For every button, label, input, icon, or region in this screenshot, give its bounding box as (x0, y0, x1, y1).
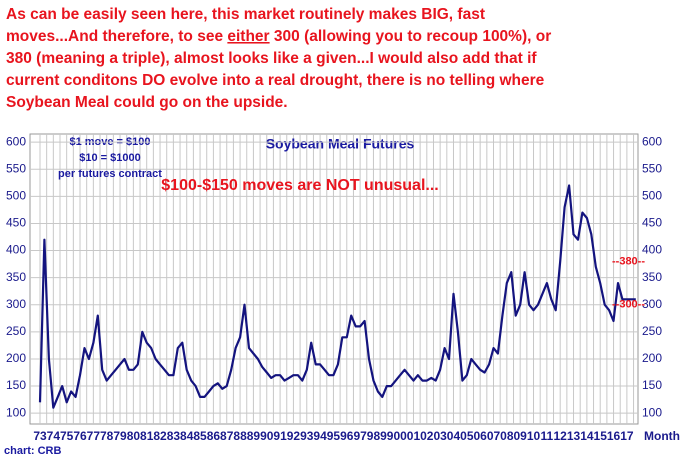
note-segment: moves...And therefore, to see (6, 28, 227, 45)
x-tick-label: 13 (567, 429, 581, 443)
note-segment: Soybean Meal could go on the upside. (6, 94, 288, 111)
x-tick-label: 74 (47, 429, 61, 443)
x-tick-label: 85 (193, 429, 207, 443)
y2-tick-label: 500 (642, 189, 662, 203)
x-tick-label: 07 (487, 429, 501, 443)
note-segment: 380 (meaning a triple), almost looks lik… (6, 50, 537, 67)
x-tick-label: 17 (620, 429, 634, 443)
x-tick-label: 86 (207, 429, 221, 443)
note-line: 380 (meaning a triple), almost looks lik… (6, 50, 537, 67)
x-tick-label: 77 (87, 429, 101, 443)
y2-tick-label: 300 (642, 297, 662, 311)
x-tick-label: 96 (340, 429, 354, 443)
info-line: $10 = $1000 (79, 152, 140, 164)
note-segment: current conditons DO evolve into a real … (6, 72, 545, 89)
y-tick-label: 500 (6, 189, 26, 203)
y2-tick-label: 200 (642, 351, 662, 365)
y-tick-label: 550 (6, 161, 26, 175)
x-tick-label: 94 (313, 429, 327, 443)
x-tick-label: 12 (554, 429, 568, 443)
x-tick-label: 02 (420, 429, 434, 443)
note-line: moves...And therefore, to see either 300… (6, 28, 551, 45)
x-tick-label: 08 (500, 429, 514, 443)
x-tick-label: 82 (153, 429, 167, 443)
x-tick-label: 79 (113, 429, 127, 443)
x-tick-label: 10 (527, 429, 541, 443)
y2-tick-label: 150 (642, 378, 662, 392)
note-segment: 300 (allowing you to recoup 100%), or (270, 28, 552, 45)
y2-tick-label: 400 (642, 243, 662, 257)
x-tick-label: 06 (473, 429, 487, 443)
y-tick-label: 350 (6, 270, 26, 284)
price-line (38, 184, 636, 409)
y2-tick-label: 250 (642, 324, 662, 338)
x-tick-label: 04 (447, 429, 461, 443)
x-tick-label: 98 (367, 429, 381, 443)
y2-tick-label: 450 (642, 216, 662, 230)
y-tick-label: 150 (6, 378, 26, 392)
x-tick-label: 00 (393, 429, 407, 443)
x-tick-label: 75 (60, 429, 74, 443)
x-tick-label: 11 (541, 429, 554, 443)
x-tick-label: 16 (607, 429, 621, 443)
callout: $100-$150 moves are NOT unusual... (161, 177, 438, 194)
y-tick-label: 600 (6, 134, 26, 148)
chart-title: Soybean Meal Futures (266, 136, 415, 152)
x-tick-label: 05 (460, 429, 474, 443)
x-tick-label: 09 (513, 429, 527, 443)
y2-tick-label: 100 (642, 405, 662, 419)
y2-tick-label: 350 (642, 270, 662, 284)
y2-tick-label: 550 (642, 161, 662, 175)
x-tick-label: 84 (180, 429, 194, 443)
x-tick-label: 89 (247, 429, 261, 443)
x-tick-label: 73 (33, 429, 47, 443)
x-tick-label: 81 (140, 429, 154, 443)
y-tick-label: 400 (6, 243, 26, 257)
level-label: --380-- (612, 255, 645, 267)
x-tick-label: 15 (594, 429, 608, 443)
x-tick-label: 01 (407, 429, 421, 443)
x-tick-label: 87 (220, 429, 234, 443)
x-tick-label: 93 (300, 429, 314, 443)
x-tick-label: 97 (353, 429, 367, 443)
note-line: Soybean Meal could go on the upside. (6, 94, 288, 111)
y-tick-label: 100 (6, 405, 26, 419)
x-tick-label: 78 (100, 429, 114, 443)
x-tick-label: 03 (433, 429, 447, 443)
source: chart: CRB (4, 445, 62, 457)
x-tick-label: 91 (273, 429, 287, 443)
x-axis-label: Month (644, 429, 680, 443)
x-tick-label: 88 (233, 429, 247, 443)
x-tick-label: 80 (127, 429, 141, 443)
level-label: --300-- (612, 299, 645, 311)
info-line: per futures contract (58, 168, 162, 180)
note-segment: either (227, 28, 269, 45)
x-tick-label: 83 (167, 429, 181, 443)
y-tick-label: 200 (6, 351, 26, 365)
x-tick-label: 95 (327, 429, 341, 443)
x-tick-label: 76 (73, 429, 87, 443)
x-tick-label: 92 (287, 429, 301, 443)
y-tick-label: 300 (6, 297, 26, 311)
note-line: As can be easily seen here, this market … (6, 6, 485, 23)
note-line: current conditons DO evolve into a real … (6, 72, 545, 89)
x-tick-label: 99 (380, 429, 394, 443)
x-tick-label: 14 (580, 429, 594, 443)
y-tick-label: 450 (6, 216, 26, 230)
x-tick-label: 90 (260, 429, 274, 443)
y2-tick-label: 600 (642, 134, 662, 148)
y-tick-label: 250 (6, 324, 26, 338)
note-segment: As can be easily seen here, this market … (6, 6, 485, 23)
